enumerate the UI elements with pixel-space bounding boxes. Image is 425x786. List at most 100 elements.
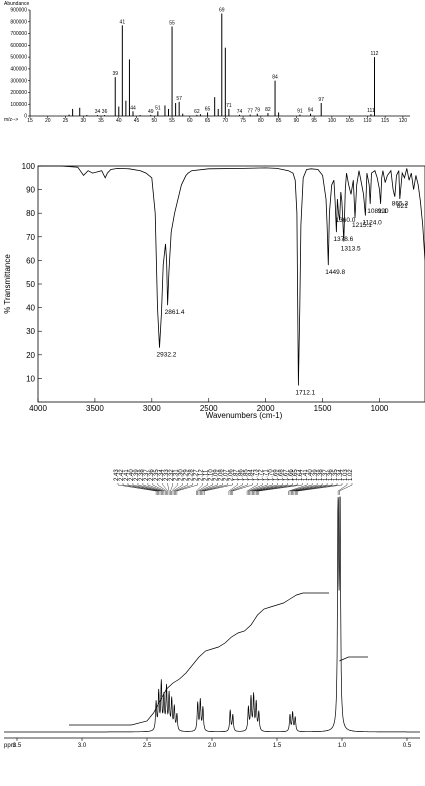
nmr-peak-connector [231,483,248,495]
nmr-peak-connector [196,483,203,495]
nmr-spectrum-chart: 2.432.422.412.402.392.382.372.362.352.34… [4,469,420,749]
nmr-peak-connector [295,483,333,495]
nmr-peak-list-label: 1.85 [243,469,249,481]
ms-xtick-label: 90 [294,118,300,124]
nmr-peak-connector [157,483,167,495]
nmr-peak-connector [256,483,293,495]
ms-xtick-label: 15 [27,118,33,124]
nmr-peak-connector [339,483,353,495]
ms-ytick-label: 500000 [10,55,27,61]
ir-ytick-label: 90 [26,186,35,195]
nmr-peak-list-label: 1.66 [288,469,294,481]
ms-xtick-label: 50 [152,118,158,124]
nmr-peak-connector [291,483,318,495]
ms-xtick-label: 105 [345,118,354,124]
nmr-peak-connector [174,483,188,495]
ms-peak-label: 69 [219,8,225,14]
nmr-peak-list-label: 1.39 [313,469,319,481]
ir-ytick-label: 30 [26,327,35,336]
nmr-peak-list-label: 2.27 [194,469,200,481]
nmr-peak-list-label: 1.70 [268,469,274,481]
ms-xtick-label: 35 [98,118,104,124]
ms-peak-label: 77 [247,109,253,115]
ms-peak-label: 71 [226,103,232,109]
nmr-peak-connector [254,483,288,495]
ir-ytick-label: 10 [26,374,35,383]
ir-ytick-label: 50 [26,280,35,289]
nmr-peak-connector [292,483,323,495]
ms-ytick-label: 900000 [10,8,27,14]
ir-peak-label: 1313.5 [341,246,361,253]
ms-xtick-label: 70 [223,118,229,124]
nmr-xlabel: ppm [4,743,16,749]
ir-peak-label: 1360.0 [335,217,355,224]
ir-peak-label: 1712.1 [295,389,315,396]
ms-peak-label: 51 [155,105,161,111]
nmr-peak-list-label: 1.37 [323,469,329,481]
nmr-peak-connector [162,483,168,495]
nmr-peak-list-label: 2.36 [149,469,155,481]
ms-peak-label: 79 [255,108,261,114]
ms-ytick-label: 700000 [10,31,27,37]
ms-peak-label: 82 [265,107,271,113]
nmr-peak-list-label: 2.37 [144,469,150,481]
ir-peak-label: 1378.6 [333,236,353,243]
nmr-peak-list-label: 2.43 [114,469,120,481]
nmr-peak-list-label: 2.29 [184,469,190,481]
ms-peak-label: 36 [102,109,108,115]
nmr-peak-list-label: 2.10 [209,469,215,481]
nmr-peak-connector [257,483,298,495]
nmr-spectrum-line [4,496,420,733]
nmr-peak-connector [170,483,173,495]
nmr-peak-connector [122,483,158,495]
ms-peak-label: 44 [130,105,136,111]
ms-ytick-label: 100000 [10,102,27,108]
nmr-peak-list-label: 2.33 [164,469,170,481]
nmr-peak-list-label: 2.12 [199,469,205,481]
nmr-peak-list-label: 1.69 [273,469,279,481]
ir-transmittance-line [38,165,425,386]
ms-peak-label: 74 [237,109,243,115]
nmr-peak-connector [172,483,183,495]
ms-ytick-label: 400000 [10,66,27,72]
nmr-peak-list-label: 1.02 [348,469,354,481]
nmr-peak-list-label: 2.31 [174,469,180,481]
ms-xtick-label: 75 [240,118,246,124]
nmr-peak-connector [230,483,243,495]
nmr-peak-connector [152,483,166,495]
nmr-peak-connector [249,483,268,495]
ms-peak-label: 62 [194,109,200,115]
ms-peak-label: 65 [205,106,211,112]
ir-ytick-label: 20 [26,351,35,360]
ir-peak-label: 1124.0 [362,220,382,227]
ms-xtick-label: 80 [258,118,264,124]
nmr-peak-list-label: 2.34 [159,469,165,481]
nmr-peak-list-label: 2.41 [124,469,130,481]
nmr-peak-list-label: 1.67 [283,469,289,481]
nmr-peak-list-label: 2.38 [139,469,145,481]
ms-peak-label: 112 [370,51,378,57]
nmr-peak-list-label: 1.68 [278,469,284,481]
ms-peak-label: 39 [112,71,118,77]
ms-xtick-label: 65 [205,118,211,124]
nmr-peak-list-label: 2.11 [204,469,210,481]
nmr-peak-connector [250,483,273,495]
nmr-peak-connector [142,483,163,495]
ms-xlabel: m/z--> [4,117,18,123]
ir-peak-label: 990 [378,208,389,215]
nmr-peak-connector [204,483,233,495]
nmr-peak-list-label: 2.06 [229,469,235,481]
ms-ytick-label: 800000 [10,19,27,25]
nmr-peak-connector [176,483,198,495]
ms-xtick-label: 110 [363,118,371,124]
nmr-integral-curve [69,592,329,726]
nmr-peak-connector [228,483,238,495]
nmr-peak-list-label: 2.09 [214,469,220,481]
nmr-peak-list-label: 1.03 [343,469,349,481]
ir-ytick-label: 60 [26,256,35,265]
ms-peak-label: 97 [318,97,324,103]
nmr-peak-list-label: 1.34 [338,469,344,481]
nmr-peak-connector [258,483,303,495]
nmr-peak-list-label: 1.65 [293,469,299,481]
